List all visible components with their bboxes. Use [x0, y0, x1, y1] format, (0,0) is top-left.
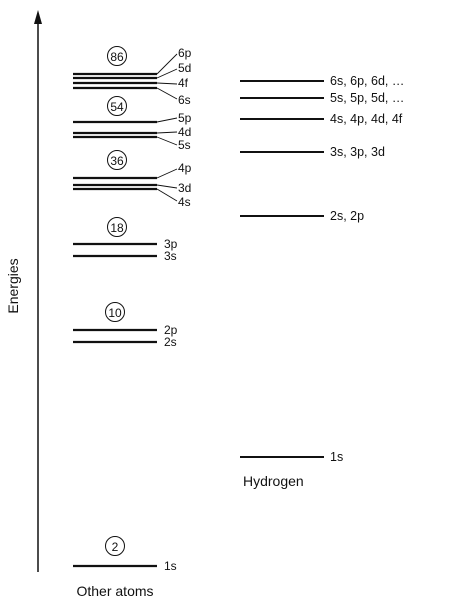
level-label-4d: 4d: [178, 125, 191, 139]
leader-5p: [156, 117, 178, 123]
level-label-3d: 3d: [178, 181, 191, 195]
level-label-6s: 6s: [178, 93, 191, 107]
shell-total-circle-2: [105, 536, 125, 556]
hydrogen-label-6: 6s, 6p, 6d, …: [330, 74, 404, 88]
shell-total-circle-18: [107, 217, 127, 237]
leader-6p: [156, 53, 178, 75]
other-atoms-caption: Other atoms: [76, 583, 153, 599]
leader-4p: [156, 168, 178, 179]
level-label-4s: 4s: [178, 195, 191, 209]
level-label-4f: 4f: [178, 76, 189, 90]
level-label-5s: 5s: [178, 138, 191, 152]
hydrogen-label-4: 4s, 4p, 4d, 4f: [330, 112, 403, 126]
leader-5d: [156, 68, 178, 79]
level-label-3s: 3s: [164, 249, 177, 263]
hydrogen-label-3: 3s, 3p, 3d: [330, 145, 385, 159]
hydrogen-caption: Hydrogen: [243, 473, 304, 489]
energy-axis-arrowhead: [34, 10, 42, 24]
leader-3d: [156, 184, 178, 189]
shell-total-circle-36: [107, 150, 127, 170]
shell-total-10: 10: [108, 306, 122, 320]
level-label-5p: 5p: [178, 111, 192, 125]
shell-total-18: 18: [110, 221, 124, 235]
shell-total-36: 36: [110, 154, 124, 168]
energy-axis-label: Energies: [5, 258, 21, 313]
leader-4d: [156, 131, 178, 134]
level-label-1s: 1s: [164, 559, 177, 573]
hydrogen-label-1: 1s: [330, 450, 343, 464]
leader-4f: [156, 82, 178, 85]
leader-5s: [156, 136, 178, 146]
level-label-4p: 4p: [178, 161, 192, 175]
level-label-5d: 5d: [178, 61, 191, 75]
shell-total-circle-86: [107, 46, 127, 66]
level-label-6p: 6p: [178, 46, 192, 60]
hydrogen-label-2: 2s, 2p: [330, 209, 364, 223]
level-label-2s: 2s: [164, 335, 177, 349]
hydrogen-label-5: 5s, 5p, 5d, …: [330, 91, 404, 105]
level-label-2p: 2p: [164, 323, 178, 337]
shell-total-54: 54: [110, 100, 124, 114]
leader-4s: [156, 188, 178, 202]
shell-total-circle-10: [105, 302, 125, 322]
shell-total-86: 86: [110, 50, 124, 64]
shell-total-2: 2: [112, 540, 119, 554]
level-label-3p: 3p: [164, 237, 178, 251]
leader-6s: [156, 87, 178, 100]
shell-total-circle-54: [107, 96, 127, 116]
